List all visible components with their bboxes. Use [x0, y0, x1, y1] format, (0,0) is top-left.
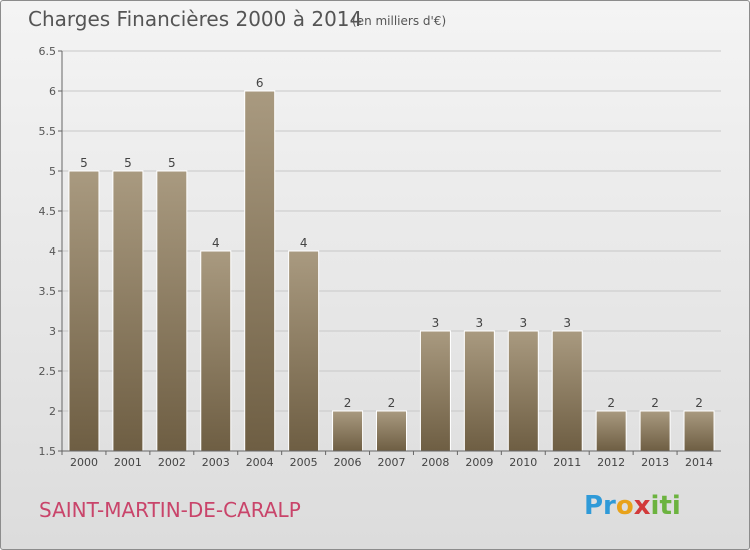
bar-value-label: 5	[80, 156, 88, 170]
x-tick-label: 2014	[685, 456, 713, 469]
y-tick-label: 2	[49, 405, 56, 418]
logo-part: x	[633, 491, 651, 521]
x-tick-label: 2013	[641, 456, 669, 469]
bar	[683, 410, 715, 452]
x-tick-label: 2002	[158, 456, 186, 469]
x-tick-label: 2000	[70, 456, 98, 469]
logo-part: o	[615, 491, 634, 521]
bar-value-label: 2	[695, 396, 703, 410]
bar-value-label: 3	[563, 316, 571, 330]
bar	[419, 330, 451, 452]
bar-value-label: 2	[651, 396, 659, 410]
x-tick-label: 2006	[334, 456, 362, 469]
bar	[288, 250, 320, 452]
bar	[463, 330, 495, 452]
x-tick-label: 2008	[421, 456, 449, 469]
bar-value-label: 2	[388, 396, 396, 410]
y-tick-label: 3	[49, 325, 56, 338]
bar-value-label: 3	[432, 316, 440, 330]
logo-part: iti	[650, 491, 681, 521]
commune-name: SAINT-MARTIN-DE-CARALP	[39, 498, 301, 522]
bar	[68, 170, 100, 452]
bar	[551, 330, 583, 452]
x-tick-label: 2007	[378, 456, 406, 469]
bar-value-label: 2	[607, 396, 615, 410]
y-tick-label: 6.5	[39, 45, 57, 58]
bar-value-label: 5	[168, 156, 176, 170]
bar-value-label: 4	[212, 236, 220, 250]
bar-value-label: 2	[344, 396, 352, 410]
chart-subtitle: (en milliers d'€)	[352, 14, 447, 28]
x-tick-label: 2011	[553, 456, 581, 469]
bar	[595, 410, 627, 452]
y-tick-label: 4.5	[39, 205, 57, 218]
bar	[112, 170, 144, 452]
proxiti-logo: Proxiti	[584, 491, 681, 521]
bar-value-label: 6	[256, 76, 264, 90]
x-tick-label: 2010	[509, 456, 537, 469]
bar	[244, 90, 276, 452]
bar-value-label: 3	[519, 316, 527, 330]
bar	[639, 410, 671, 452]
bar	[332, 410, 364, 452]
y-tick-label: 5.5	[39, 125, 57, 138]
y-tick-label: 6	[49, 85, 56, 98]
logo-part: Pr	[584, 491, 616, 521]
bar-value-label: 5	[124, 156, 132, 170]
x-tick-label: 2009	[465, 456, 493, 469]
x-tick-label: 2003	[202, 456, 230, 469]
y-tick-label: 1.5	[39, 445, 57, 458]
y-tick-label: 5	[49, 165, 56, 178]
bar	[376, 410, 407, 452]
bar-value-label: 3	[476, 316, 484, 330]
x-tick-label: 2005	[290, 456, 318, 469]
bar	[200, 250, 232, 452]
bar	[156, 170, 188, 452]
x-tick-label: 2012	[597, 456, 625, 469]
x-tick-label: 2004	[246, 456, 274, 469]
chart-title: Charges Financières 2000 à 2014	[28, 7, 363, 31]
y-tick-label: 2.5	[39, 365, 57, 378]
y-tick-label: 3.5	[39, 285, 57, 298]
bar	[507, 330, 539, 452]
y-tick-label: 4	[49, 245, 56, 258]
x-tick-label: 2001	[114, 456, 142, 469]
bar-value-label: 4	[300, 236, 308, 250]
